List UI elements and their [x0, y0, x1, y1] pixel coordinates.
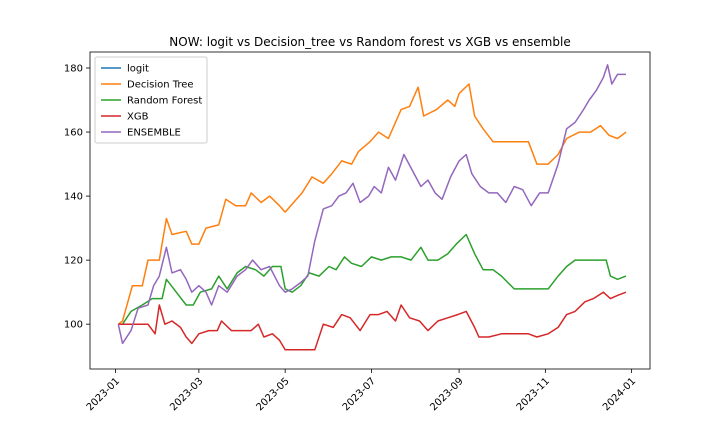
x-tick-label: 2024-01 — [601, 376, 638, 413]
x-tick-label: 2023-11 — [515, 376, 552, 413]
y-tick-label: 160 — [64, 128, 83, 139]
y-tick-label: 180 — [64, 64, 83, 75]
legend-box — [94, 56, 208, 144]
y-tick-label: 140 — [64, 192, 83, 203]
y-tick-label: 100 — [64, 320, 83, 331]
chart-title: NOW: logit vs Decision_tree vs Random fo… — [169, 35, 570, 49]
series-layer — [117, 64, 627, 351]
series-line-decision-tree — [117, 83, 627, 325]
x-tick-label: 2023-01 — [85, 376, 122, 413]
x-tick-label: 2023-09 — [428, 376, 465, 413]
series-line-random-forest — [118, 233, 627, 325]
series-line-xgb — [118, 291, 627, 351]
legend-label: Random Forest — [127, 96, 202, 107]
y-tick-label: 120 — [64, 256, 83, 267]
legend-label: ENSEMBLE — [127, 128, 181, 139]
plot-area-frame — [89, 51, 651, 370]
x-tick-label: 2023-03 — [168, 376, 205, 413]
x-axis: 2023-01 2023-03 2023-05 2023-07 2023-09 2023-… — [85, 369, 638, 413]
series-line-ensemble — [117, 64, 626, 345]
legend-label: logit — [127, 64, 149, 75]
legend: logit Decision Tree Random Forest XGB ENSEMB… — [94, 56, 208, 144]
y-axis: 100 120 140 160 180 — [64, 64, 90, 331]
legend-label: Decision Tree — [127, 80, 194, 91]
legend-label: XGB — [127, 112, 149, 123]
x-tick-label: 2023-05 — [254, 376, 291, 413]
x-tick-label: 2023-07 — [341, 376, 378, 413]
